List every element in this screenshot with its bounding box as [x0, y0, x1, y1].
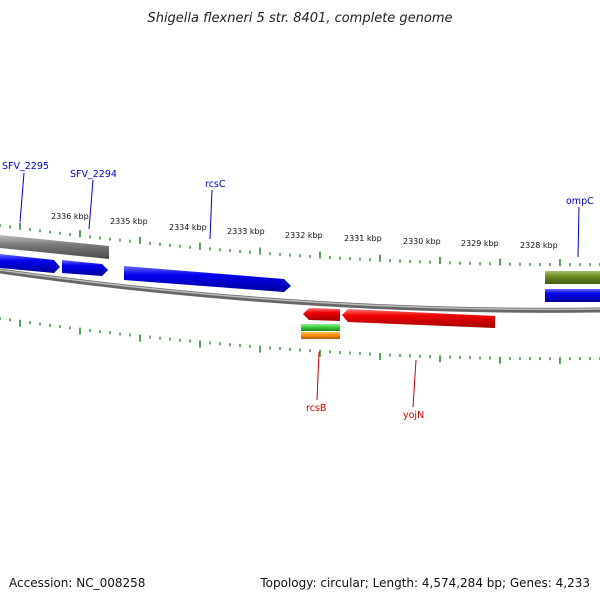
ompc-leader: [577, 206, 580, 258]
tick-label: 2336 kbp: [51, 212, 89, 221]
gene-sfv-2295-arrow[interactable]: [0, 254, 60, 273]
tick-label: 2335 kbp: [110, 217, 148, 226]
gene-label-sfv-2295[interactable]: SFV_2295: [2, 161, 49, 172]
forward-strand-features: [0, 235, 600, 302]
gene-labels: SFV_2295 SFV_2294 rcsC ompC rcsB yojN: [2, 161, 594, 421]
tick-label: 2329 kbp: [461, 239, 499, 248]
gene-rcsc-arrow[interactable]: [124, 266, 291, 292]
tick-label: 2334 kbp: [169, 223, 207, 232]
gene-rcsb-arrow[interactable]: [303, 308, 340, 321]
tick-labels: 2336 kbp 2335 kbp 2334 kbp 2333 kbp 2332…: [51, 212, 558, 250]
gene-ompc-block[interactable]: [545, 289, 600, 302]
genome-backbone: [0, 268, 600, 313]
tick-label: 2331 kbp: [344, 234, 382, 243]
rcsb-green-feature[interactable]: [301, 324, 340, 331]
tick-label: 2332 kbp: [285, 231, 323, 240]
sfv-2294-leader: [88, 179, 94, 230]
sfv-2295-leader: [19, 172, 25, 223]
gray-pseudogene-feature[interactable]: [0, 235, 109, 259]
accession-text: Accession: NC_008258: [9, 576, 146, 590]
genome-backbone-highlight: [0, 269, 600, 311]
genome-summary-text: Topology: circular; Length: 4,574,284 bp…: [260, 576, 590, 590]
rcsc-leader: [209, 189, 213, 240]
tick-label: 2330 kbp: [403, 237, 441, 246]
upper-tick-track: [0, 222, 600, 267]
gene-label-ompc[interactable]: ompC: [566, 196, 594, 207]
genome-title: Shigella flexneri 5 str. 8401, complete …: [147, 11, 452, 26]
gene-label-sfv-2294[interactable]: SFV_2294: [70, 169, 117, 180]
gene-label-rcsc[interactable]: rcsC: [205, 179, 226, 190]
gene-label-yojn[interactable]: yojN: [403, 410, 424, 421]
gene-sfv-2294-arrow[interactable]: [62, 260, 108, 276]
lower-tick-track: [0, 317, 600, 365]
gene-yojn-arrow[interactable]: [342, 309, 495, 328]
rcsb-leader: [316, 351, 320, 401]
reverse-strand-features: [301, 308, 495, 339]
tick-label: 2328 kbp: [520, 241, 558, 250]
tick-label: 2333 kbp: [227, 227, 265, 236]
rcsb-orange-feature[interactable]: [301, 332, 340, 339]
ompc-olive-feature[interactable]: [545, 271, 600, 284]
gene-label-rcsb[interactable]: rcsB: [306, 403, 326, 414]
yojn-leader: [412, 359, 417, 408]
gene-leader-lines: [19, 172, 580, 408]
